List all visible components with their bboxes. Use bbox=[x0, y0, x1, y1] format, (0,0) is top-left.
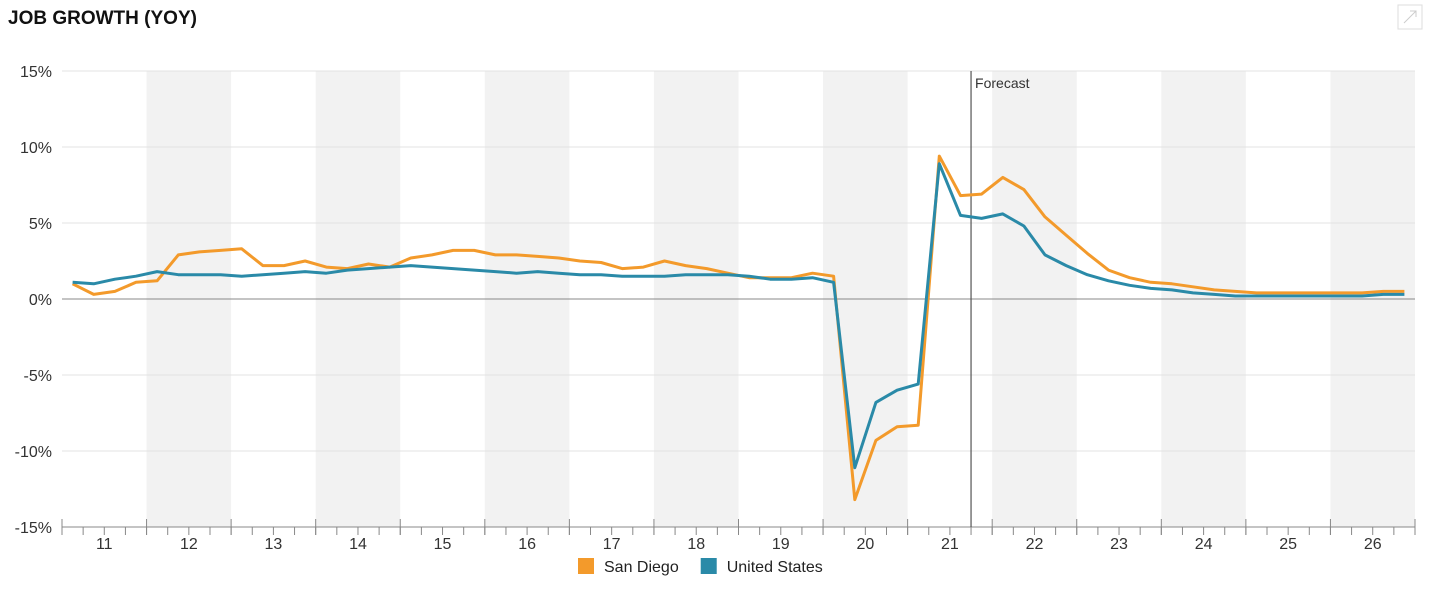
legend-swatch bbox=[578, 558, 594, 574]
legend-item: San Diego bbox=[578, 558, 679, 576]
y-tick-label: -10% bbox=[15, 444, 52, 461]
expand-icon[interactable] bbox=[1397, 4, 1423, 30]
x-tick-label: 24 bbox=[1195, 536, 1213, 553]
y-tick-label: -5% bbox=[24, 368, 52, 385]
x-tick-label: 21 bbox=[941, 536, 959, 553]
y-tick-label: 10% bbox=[20, 140, 52, 157]
icon-arrow[interactable] bbox=[1403, 10, 1417, 24]
x-tick-label: 15 bbox=[434, 536, 452, 553]
y-tick-label: 5% bbox=[29, 216, 52, 233]
x-tick-label: 16 bbox=[518, 536, 536, 553]
y-tick-label: 15% bbox=[20, 64, 52, 81]
x-tick-label: 19 bbox=[772, 536, 790, 553]
x-tick-label: 26 bbox=[1364, 536, 1382, 553]
x-tick-label: 23 bbox=[1110, 536, 1128, 553]
legend-swatch bbox=[700, 558, 717, 574]
x-tick-label: 12 bbox=[180, 536, 198, 553]
y-tick-label: 0% bbox=[29, 292, 52, 309]
x-tick-label: 18 bbox=[687, 536, 705, 553]
legend-label: San Diego bbox=[604, 559, 679, 576]
x-tick-label: 13 bbox=[265, 536, 283, 553]
x-tick-label: 17 bbox=[603, 536, 621, 553]
series-line bbox=[72, 162, 1405, 470]
chart-title: JOB GROWTH (YOY) bbox=[8, 8, 197, 29]
y-tick-label: -15% bbox=[15, 520, 52, 537]
x-tick-label: 25 bbox=[1279, 536, 1297, 553]
annotation: Forecast bbox=[975, 75, 1030, 91]
x-tick-label: 11 bbox=[96, 536, 113, 553]
icon-frame[interactable] bbox=[1397, 4, 1423, 30]
x-tick-label: 20 bbox=[856, 536, 874, 553]
x-tick-label: 14 bbox=[349, 536, 367, 553]
legend-label: United States bbox=[727, 559, 823, 576]
legend-item: United States bbox=[700, 558, 823, 576]
x-tick-label: 22 bbox=[1026, 536, 1044, 553]
